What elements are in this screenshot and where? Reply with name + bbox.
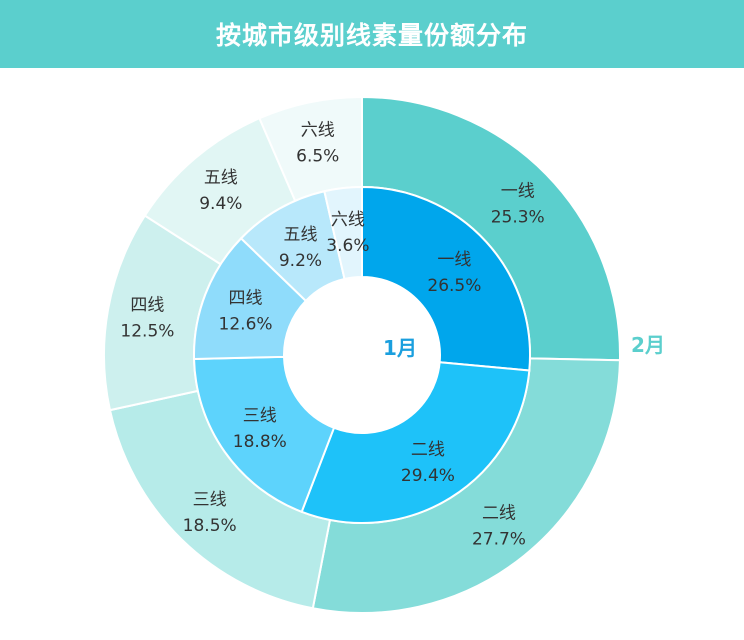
chart-header: 按城市级别线素量份额分布 [0, 0, 744, 68]
slice-labels: 一线 26.5% 二线 29.4% 三线 18.8% 四线 12.6% 五线 9.2% 六线 3.6%… [120, 121, 544, 550]
inner-slice-2 [300, 361, 531, 524]
outer-slice-category-label: 六线 [301, 121, 335, 141]
inner-slice-6 [323, 185, 363, 281]
outer-slice-value-label: 18.5% [183, 516, 237, 536]
inner-slice-value-label: 12.6% [219, 315, 273, 335]
chart-title: 按城市级别线素量份额分布 [215, 21, 528, 50]
inner-ring [193, 185, 531, 524]
inner-slice-category-label: 二线 [411, 440, 445, 460]
outer-slice-category-label: 五线 [204, 168, 238, 188]
inner-slice-value-label: 29.4% [401, 466, 455, 486]
outer-slice-category-label: 二线 [482, 504, 516, 524]
inner-slice-1 [361, 185, 531, 372]
inner-slice-category-label: 三线 [243, 406, 277, 426]
outer-slice-value-label: 6.5% [296, 147, 339, 167]
inner-slice-value-label: 18.8% [233, 432, 287, 452]
inner-slice-category-label: 四线 [229, 289, 263, 309]
outer-slice-category-label: 三线 [193, 490, 227, 510]
outer-slice-value-label: 9.4% [199, 194, 242, 214]
outer-slice-category-label: 四线 [130, 295, 164, 315]
inner-slice-value-label: 9.2% [279, 251, 322, 271]
outer-series-label: 2月 [631, 333, 665, 357]
outer-slice-category-label: 一线 [501, 181, 535, 201]
outer-slice-value-label: 27.7% [472, 530, 526, 550]
outer-ring [103, 95, 621, 614]
inner-slice-category-label: 一线 [437, 250, 471, 270]
inner-slice-category-label: 六线 [331, 210, 365, 230]
inner-slice-3 [193, 355, 336, 514]
inner-slice-value-label: 26.5% [427, 276, 481, 296]
inner-slice-value-label: 3.6% [326, 236, 369, 256]
inner-slice-category-label: 五线 [283, 225, 317, 245]
outer-slice-value-label: 12.5% [120, 321, 174, 341]
inner-series-label: 1月 [383, 336, 417, 360]
outer-slice-value-label: 25.3% [491, 207, 545, 227]
